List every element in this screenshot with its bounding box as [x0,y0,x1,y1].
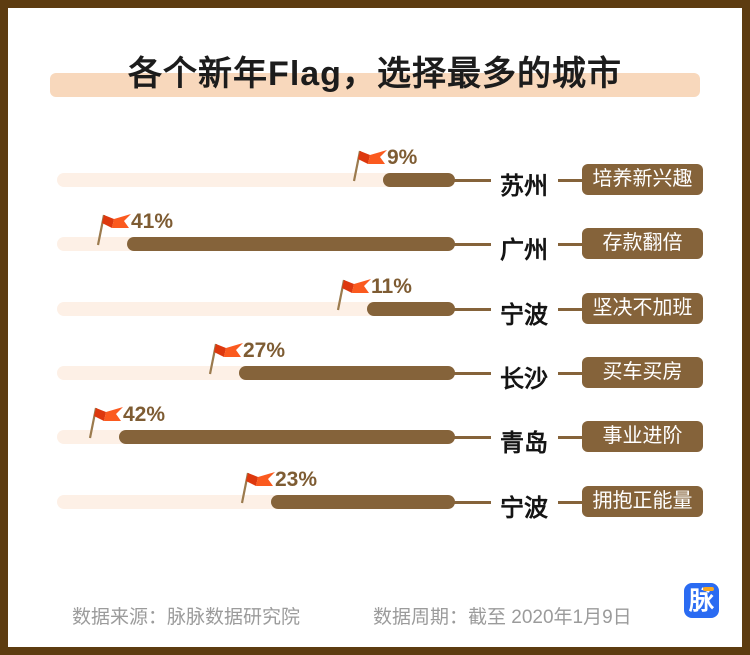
percent-label: 42% [123,403,166,426]
flag-text-box: 事业进阶 [582,421,703,452]
bar-value [127,237,455,251]
flag-text-box: 存款翻倍 [582,228,703,259]
percent-label: 27% [243,339,286,362]
chart-row: 11% 宁波 坚决不加班 [0,275,750,341]
connector-line-city-box [558,243,582,246]
percent-label: 11% [371,275,412,298]
bar-value [383,173,455,187]
chart-row: 42% 青岛 事业进阶 [0,403,750,469]
flag-icon [208,343,243,375]
flag-icon [96,214,131,246]
city-label: 苏州 [500,173,548,200]
flag-icon [352,150,387,182]
data-period-text: 数据周期：截至 2020年1月9日 [373,607,632,628]
flag-text-box: 培养新兴趣 [582,164,703,195]
maimai-logo-accent [703,587,714,591]
connector-line-bar-city [453,179,491,182]
percent-label: 23% [275,468,318,491]
flag-text-box: 买车买房 [582,357,703,388]
chart-row: 9% 苏州 培养新兴趣 [0,146,750,212]
flag-text-box: 坚决不加班 [582,293,703,324]
bar-track [57,302,455,316]
chart-row: 27% 长沙 买车买房 [0,339,750,405]
title-highlight-bar [50,73,700,97]
city-label: 青岛 [500,430,548,457]
flag-text-box: 拥抱正能量 [582,486,703,517]
connector-line-city-box [558,179,582,182]
chart-row: 23% 宁波 拥抱正能量 [0,468,750,534]
city-label: 广州 [500,237,548,264]
chart-row: 41% 广州 存款翻倍 [0,210,750,276]
connector-line-bar-city [453,372,491,375]
flag-icon [240,472,275,504]
connector-line-city-box [558,372,582,375]
flag-icon [336,279,371,311]
bar-value [239,366,455,380]
flag-icon [88,407,123,439]
connector-line-city-box [558,308,582,311]
connector-line-city-box [558,436,582,439]
bar-value [119,430,455,444]
city-label: 长沙 [500,366,548,393]
connector-line-bar-city [453,308,491,311]
maimai-logo: 脉 [684,583,719,618]
connector-line-bar-city [453,501,491,504]
city-label: 宁波 [500,495,548,522]
chart-title: 各个新年Flag，选择最多的城市 [128,55,622,93]
data-source-text: 数据来源：脉脉数据研究院 [72,607,301,628]
bar-value [271,495,455,509]
bar-value [367,302,455,316]
connector-line-bar-city [453,436,491,439]
percent-label: 41% [131,210,174,233]
maimai-logo-glyph: 脉 [688,587,714,615]
city-label: 宁波 [500,302,548,329]
percent-label: 9% [387,146,418,169]
connector-line-city-box [558,501,582,504]
connector-line-bar-city [453,243,491,246]
